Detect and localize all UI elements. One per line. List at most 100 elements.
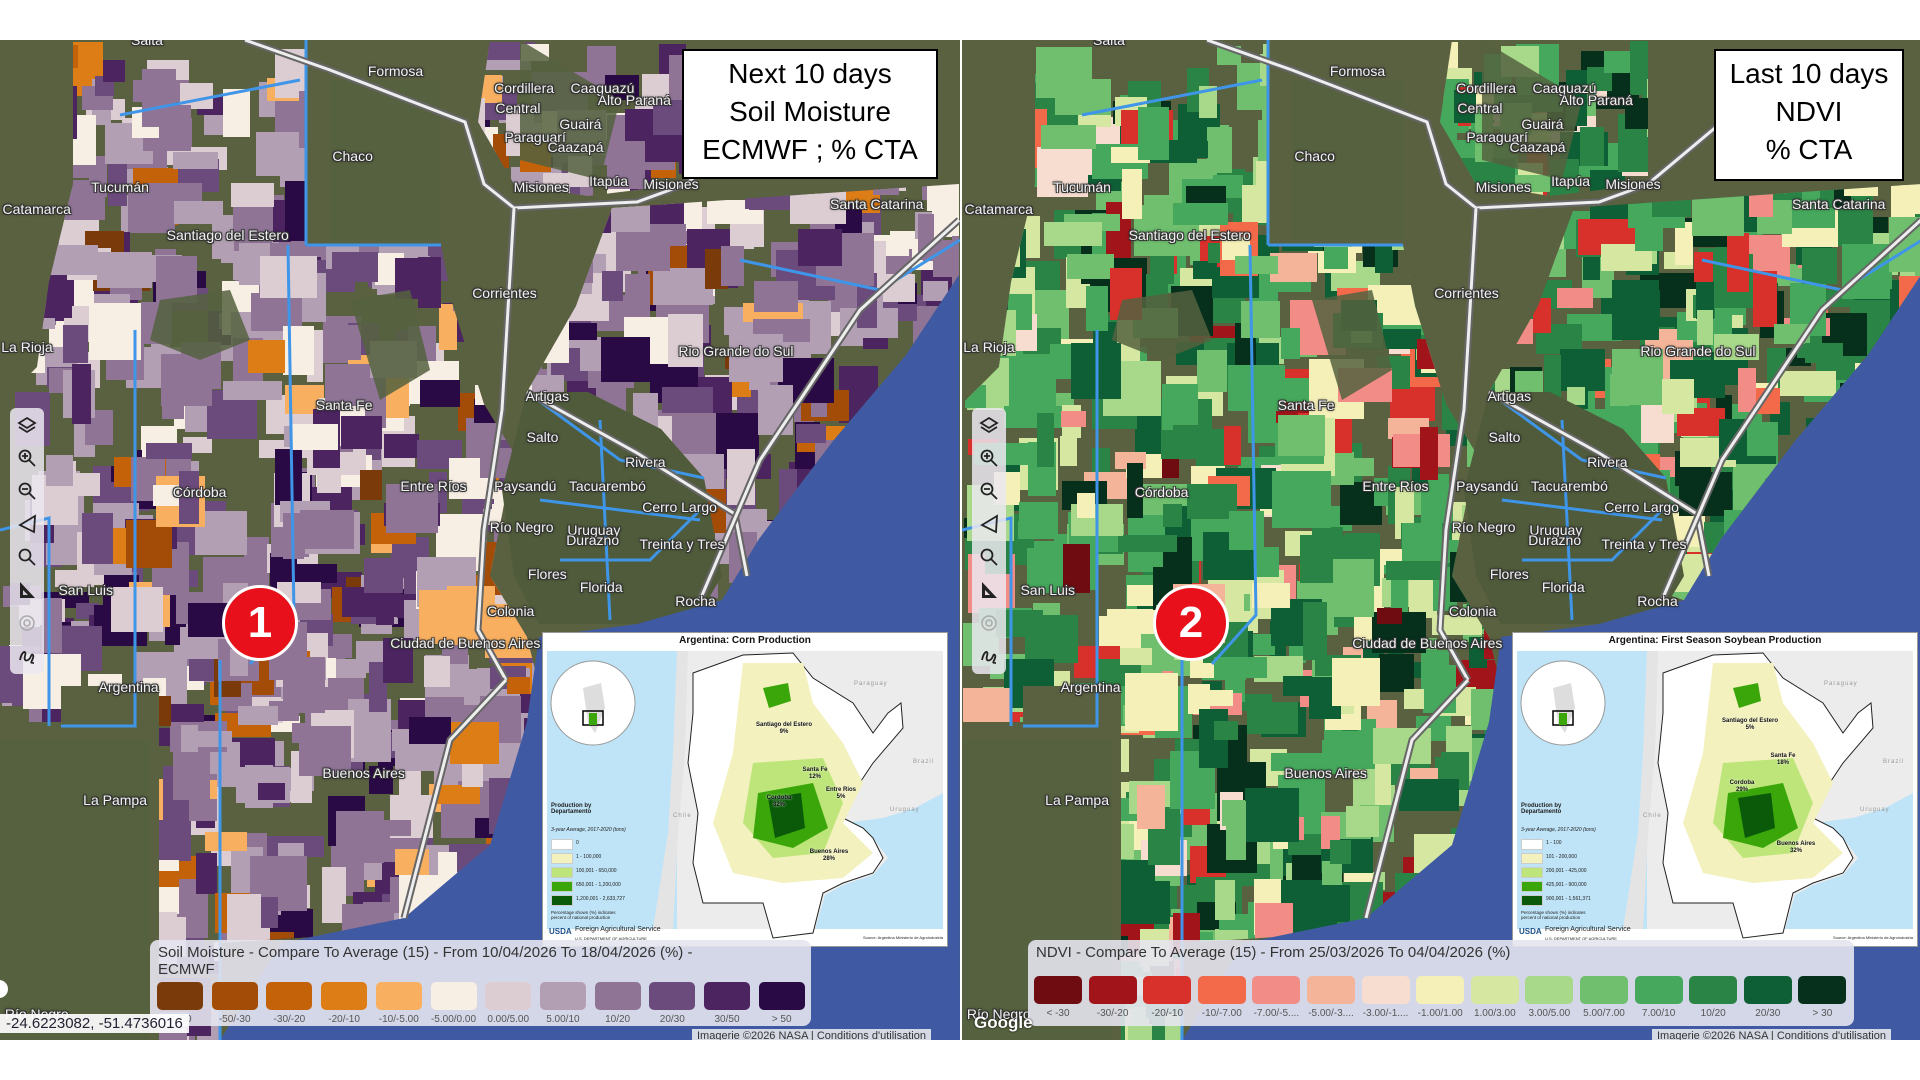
legend-swatch: [1252, 976, 1301, 1004]
zoom-in-icon: [980, 449, 998, 467]
country-border: [526, 390, 749, 577]
panel-title-box: Next 10 days Soil Moisture ECMWF ; % CTA: [682, 49, 938, 179]
choropleth-cell: [283, 326, 314, 375]
choropleth-cell: [1805, 343, 1843, 363]
layers-tool-button[interactable]: [972, 408, 1006, 441]
inset-province-label: Santa Fe 12%: [802, 767, 827, 781]
choropleth-cell: [126, 520, 172, 568]
choropleth-cell: [1697, 310, 1713, 345]
place-label: Misiones: [643, 175, 699, 192]
choropleth-cell: [1127, 585, 1156, 606]
legend-swatch-label: 3.00/5.00: [1528, 1008, 1571, 1019]
country-border: [476, 207, 516, 681]
inset-legend-swatch: [1521, 867, 1543, 878]
choropleth-cell: [223, 381, 282, 400]
choropleth-cell: [1281, 328, 1300, 359]
choropleth-cell: [1019, 502, 1058, 539]
place-label: San Luis: [58, 582, 113, 599]
globe-argentina: [1559, 713, 1567, 725]
choropleth-cell: [1272, 471, 1331, 528]
layers-icon: [17, 416, 37, 433]
draw-icon: [19, 650, 35, 664]
inset-legend-label: 425,001 - 900,000: [1546, 882, 1587, 888]
place-label: Corrientes: [472, 284, 537, 301]
legend-swatch-label: -5.00/0.00: [430, 1014, 477, 1025]
choropleth-cell: [376, 593, 394, 625]
province-name: Buenos Aires: [1776, 841, 1816, 847]
search-tool-button[interactable]: [10, 540, 44, 573]
place-label: La Pampa: [83, 791, 148, 808]
search-tool-button[interactable]: [972, 540, 1006, 573]
choropleth-cell: [196, 853, 217, 894]
draw-tool-button[interactable]: [10, 639, 44, 672]
measure-tool-button[interactable]: [972, 573, 1006, 606]
search-icon: [18, 548, 36, 566]
legend-swatch: [1197, 976, 1246, 1004]
legend-swatch-label: -30/-20: [273, 1014, 306, 1025]
choropleth-cell: [668, 314, 703, 367]
choropleth-cell: [1753, 271, 1777, 327]
legend-swatch-label: -50/-30: [218, 1014, 251, 1025]
place-label: Caazapá: [547, 138, 604, 155]
choropleth-cell: [108, 163, 127, 206]
inset-legend-label: 1 - 100: [1546, 840, 1562, 846]
choropleth-cell: [952, 236, 959, 287]
terms-link[interactable]: Conditions d'utilisation: [1776, 1030, 1886, 1040]
place-label: Tucumán: [1053, 179, 1111, 196]
province-border: [61, 330, 137, 728]
terms-link[interactable]: Conditions d'utilisation: [816, 1030, 926, 1040]
map-panel-ndvi[interactable]: Salta Formosa Cordillera Caaguazú Alto Paran…: [960, 40, 1920, 1040]
measure-tool-button[interactable]: [10, 573, 44, 606]
legend-swatch: [1416, 976, 1465, 1004]
zoom-in-tool-button[interactable]: [10, 441, 44, 474]
zoom-in-tool-button[interactable]: [972, 441, 1006, 474]
inset-legend-swatch: [1521, 881, 1543, 892]
map-panel-soil-moisture[interactable]: Salta Formosa Cordillera Caaguazú Alto Paran…: [0, 40, 960, 1040]
province-percent: 28%: [822, 856, 835, 862]
legend-swatch: [704, 982, 750, 1010]
place-label: Santa Catarina: [1792, 196, 1886, 213]
place-label: Córdoba: [172, 484, 227, 501]
chile-land: [653, 651, 688, 929]
zoom-out-tool-button[interactable]: [972, 474, 1006, 507]
collapse-handle[interactable]: [0, 980, 8, 998]
inset-source: Source: Argentina Ministerio de Agroindu…: [862, 935, 943, 940]
place-label: Santa Fe: [315, 397, 373, 414]
place-label: La Pampa: [1045, 791, 1110, 808]
choropleth-cell: [197, 731, 232, 747]
legend-title-line: ECMWF: [158, 961, 215, 978]
satellite-patch: [150, 290, 250, 360]
production-inset-map: Argentina: Corn Production Paraguay Brazil…: [542, 632, 948, 947]
choropleth-cell: [1344, 458, 1374, 476]
choropleth-cell: [1662, 379, 1694, 414]
locate-tool-button[interactable]: [972, 606, 1006, 639]
locate-tool-button[interactable]: [10, 606, 44, 639]
place-label: Treinta y Tres: [639, 535, 725, 552]
choropleth-cell: [758, 385, 793, 435]
choropleth-cell: [72, 364, 91, 424]
navigate-tool-button[interactable]: [972, 507, 1006, 540]
choropleth-cell: [291, 424, 338, 450]
choropleth-cell: [1557, 288, 1593, 308]
choropleth-cell: [1150, 254, 1174, 284]
choropleth-cell: [1210, 690, 1233, 706]
inset-country-label: Chile: [1643, 813, 1662, 819]
choropleth-cell: [1121, 535, 1177, 552]
place-label: Caaguazú: [570, 80, 635, 97]
inset-note: Percentage shown (%) indicates percent o…: [1521, 910, 1586, 920]
province-name: Cordoba: [1729, 780, 1755, 786]
navigate-tool-button[interactable]: [10, 507, 44, 540]
choropleth-cell: [181, 725, 198, 757]
satellite-patch: [520, 40, 620, 180]
choropleth-cell: [1379, 654, 1414, 692]
zoom-out-tool-button[interactable]: [10, 474, 44, 507]
place-label: Rocha: [675, 593, 716, 610]
choropleth-cell: [179, 471, 199, 524]
place-label: Durazno: [566, 532, 620, 548]
choropleth-cell: [1162, 384, 1198, 430]
layers-tool-button[interactable]: [10, 408, 44, 441]
choropleth-cell: [1044, 222, 1102, 246]
draw-tool-button[interactable]: [972, 639, 1006, 672]
choropleth-cell: [424, 656, 450, 687]
inset-province-label: Buenos Aires 32%: [1777, 841, 1815, 855]
